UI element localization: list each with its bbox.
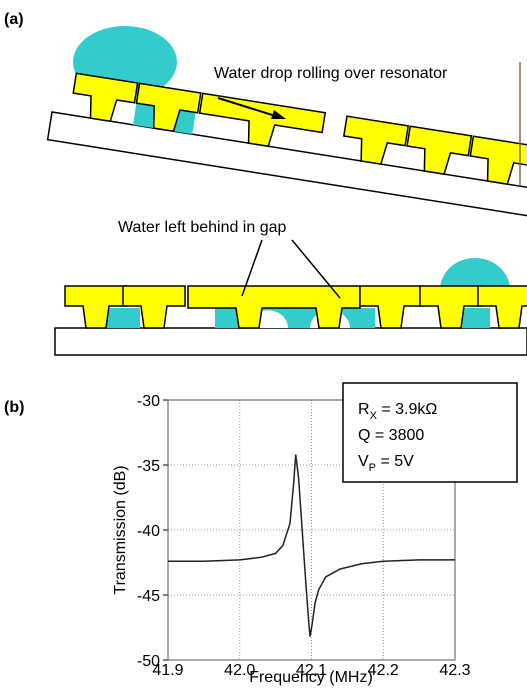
annotation-text: = 3.9kΩ bbox=[377, 401, 437, 418]
arrow bbox=[291, 239, 341, 299]
caption: Water left behind in gap bbox=[118, 219, 287, 236]
long-block bbox=[198, 92, 327, 148]
arrow bbox=[241, 239, 263, 297]
annotation-box bbox=[342, 382, 518, 483]
x-tick-label: 42.2 bbox=[368, 662, 399, 679]
x-tick-label: 42.3 bbox=[439, 662, 470, 679]
annotation: VP = 5V bbox=[358, 453, 414, 474]
y-tick-label: -40 bbox=[137, 523, 160, 540]
y-tick-label: -45 bbox=[137, 588, 160, 605]
y-tick-label: -50 bbox=[137, 653, 160, 670]
substrate bbox=[46, 111, 527, 218]
annotation-text: V bbox=[358, 453, 369, 470]
plot-frame bbox=[167, 399, 456, 661]
flat-resonator: Water left behind in gap bbox=[54, 219, 527, 356]
data-line bbox=[168, 454, 455, 637]
water bbox=[100, 308, 140, 328]
panel-label: (a) bbox=[4, 11, 24, 28]
y-tick-label: -30 bbox=[137, 393, 160, 410]
annotation-text: R bbox=[358, 401, 370, 418]
x-tick-label: 41.9 bbox=[152, 662, 183, 679]
chart: -50 -45 -40 -35 -30 42.3 42.2 42.1 42.0 41.9 Freq… bbox=[112, 382, 518, 686]
caption: Water drop rolling over resonator bbox=[214, 65, 448, 82]
arrow-head bbox=[271, 110, 286, 119]
x-tick-label: 42.1 bbox=[296, 662, 327, 679]
annotation-text: = 5V bbox=[376, 453, 414, 470]
arrow bbox=[217, 97, 283, 119]
annotation: RX = 3.9kΩ bbox=[358, 401, 437, 422]
annotation-sub: X bbox=[370, 410, 378, 422]
long-block bbox=[187, 285, 361, 329]
panel-label: (b) bbox=[4, 399, 24, 416]
x-axis-label: Frequency (MHz) bbox=[249, 669, 373, 686]
tilted-resonator: Water drop rolling over resonator bbox=[46, 26, 527, 218]
y-tick-label: -35 bbox=[137, 458, 160, 475]
annotation: Q = 3800 bbox=[358, 427, 424, 444]
water-drop bbox=[440, 258, 510, 290]
substrate bbox=[54, 327, 527, 356]
y-axis-label: Transmission (dB) bbox=[112, 465, 129, 594]
annotation-sub: P bbox=[369, 462, 376, 474]
x-tick-label: 42.0 bbox=[224, 662, 255, 679]
